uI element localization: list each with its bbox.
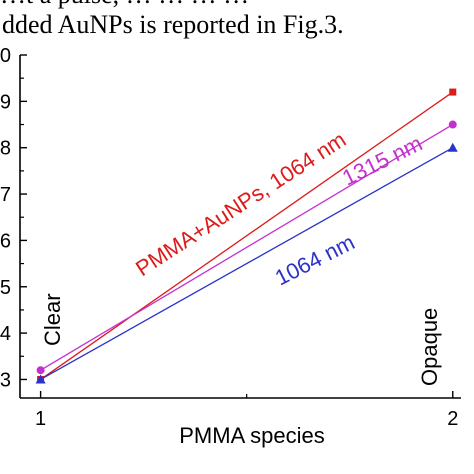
caption-line-1: …t a pulse, … … … … — [0, 0, 249, 10]
x-tick-label: 2 — [447, 408, 458, 430]
annotation-opaque: Opaque — [417, 308, 442, 386]
caption-line-2: dded AuNPs is reported in Fig.3. — [2, 10, 344, 39]
y-tick-label: 5 — [0, 277, 11, 299]
data-point-circle — [448, 120, 457, 129]
x-axis-title: PMMA species — [179, 423, 325, 448]
chart-ticks: 3 4 5 6 7 8 9 0 1 2 — [0, 45, 458, 430]
data-point-triangle — [35, 374, 46, 384]
series-line-2 — [40, 123, 454, 371]
y-tick-label: 7 — [0, 184, 11, 206]
series-line-3 — [40, 147, 454, 381]
y-tick-label: 4 — [0, 323, 11, 345]
x-tick-label: 1 — [35, 408, 46, 430]
data-point-square — [449, 88, 457, 96]
annotation-clear: Clear — [40, 293, 65, 346]
y-tick-label: 8 — [0, 138, 11, 160]
y-tick-label: 9 — [0, 91, 11, 113]
chart-axes — [19, 55, 461, 399]
series-label-1315: 1315 nm — [338, 130, 426, 190]
data-point-circle — [36, 366, 45, 375]
series-label-1064: 1064 nm — [271, 229, 359, 290]
y-tick-label: 3 — [0, 369, 11, 391]
y-tick-label: 6 — [0, 230, 11, 252]
chart-series — [35, 88, 458, 384]
y-tick-label: 0 — [0, 45, 11, 67]
data-point-triangle — [447, 142, 458, 152]
series-line-1 — [40, 91, 454, 380]
